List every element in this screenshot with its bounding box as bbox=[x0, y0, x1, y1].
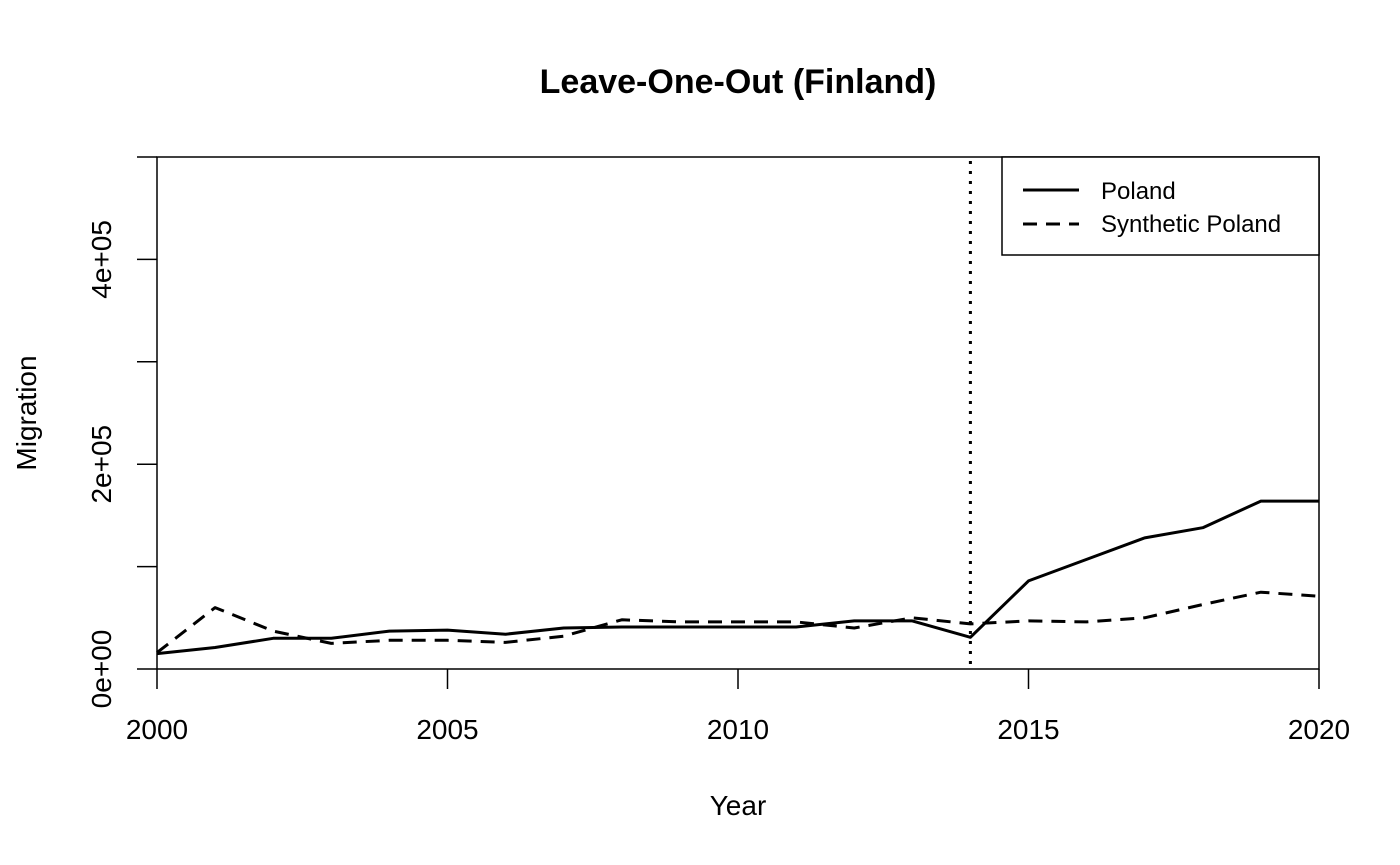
x-tick-label: 2010 bbox=[707, 714, 769, 745]
chart-title: Leave-One-Out (Finland) bbox=[540, 63, 937, 101]
y-axis-label: Migration bbox=[11, 355, 42, 470]
legend-label-poland: Poland bbox=[1101, 178, 1176, 205]
y-tick-label: 4e+05 bbox=[86, 220, 117, 299]
y-tick-label: 0e+00 bbox=[86, 630, 117, 709]
x-axis-label: Year bbox=[710, 790, 767, 821]
y-axis: 0e+00 2e+05 4e+05 bbox=[86, 156, 157, 709]
x-tick-label: 2015 bbox=[997, 714, 1059, 745]
x-tick-label: 2005 bbox=[416, 714, 478, 745]
legend: Poland Synthetic Poland bbox=[1001, 156, 1320, 256]
legend-box bbox=[1001, 156, 1320, 256]
x-tick-label: 2000 bbox=[126, 714, 188, 745]
x-axis: 2000 2005 2010 2015 2020 bbox=[126, 669, 1350, 745]
legend-label-synthetic-poland: Synthetic Poland bbox=[1101, 211, 1281, 238]
y-tick-label: 2e+05 bbox=[86, 425, 117, 504]
x-tick-label: 2020 bbox=[1288, 714, 1350, 745]
series-line-poland bbox=[156, 499, 1319, 656]
series-layer bbox=[156, 499, 1320, 656]
series-line-synthetic-poland bbox=[156, 590, 1320, 654]
